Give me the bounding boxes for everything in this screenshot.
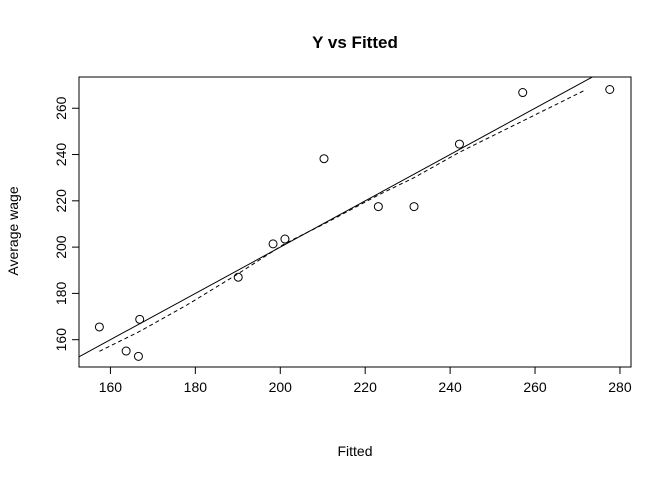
data-point <box>280 234 290 244</box>
data-point <box>409 202 419 212</box>
x-axis-label: Fitted <box>337 443 372 459</box>
x-tick-label: 160 <box>99 379 123 395</box>
x-tick-label: 220 <box>354 379 378 395</box>
data-point <box>454 139 464 149</box>
data-point <box>121 346 131 356</box>
reference-line <box>79 77 594 358</box>
x-tick-label: 200 <box>269 379 293 395</box>
smooth-line <box>99 89 587 352</box>
x-tick-label: 280 <box>608 379 632 395</box>
x-tick-label: 180 <box>184 379 208 395</box>
data-point <box>319 154 329 164</box>
data-point <box>94 322 104 332</box>
data-point <box>518 88 528 98</box>
y-tick-label: 200 <box>53 235 69 259</box>
plot-area: 160 180 200 220 240 260 280 160 180 200 220 240 260 <box>53 76 632 395</box>
data-point <box>233 272 243 282</box>
y-axis-label: Average wage <box>5 186 21 275</box>
y-tick-label: 260 <box>53 96 69 120</box>
y-tick-label: 160 <box>53 328 69 352</box>
x-tick-label: 260 <box>523 379 547 395</box>
y-tick-label: 220 <box>53 189 69 213</box>
data-point <box>135 314 145 324</box>
plot-frame <box>78 76 632 368</box>
data-point <box>133 351 143 361</box>
data-point <box>268 239 278 249</box>
y-tick-label: 240 <box>53 143 69 167</box>
y-tick-label: 180 <box>53 282 69 306</box>
chart-title: Y vs Fitted <box>312 33 398 52</box>
x-tick-label: 240 <box>438 379 462 395</box>
data-point <box>373 202 383 212</box>
data-point <box>605 84 615 94</box>
